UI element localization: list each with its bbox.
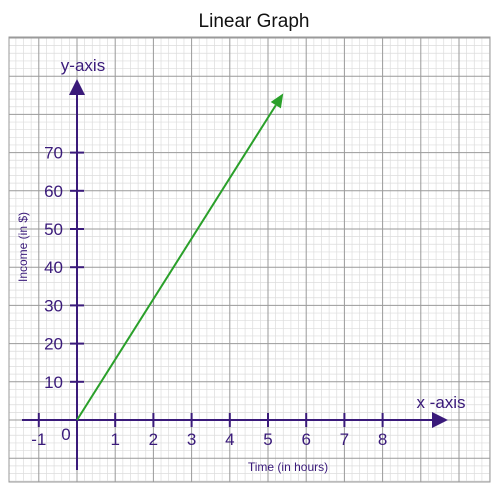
x-tick-label: 8 <box>378 430 387 449</box>
x-axis-title: Time (in hours) <box>248 460 328 474</box>
y-tick-label: 50 <box>44 220 63 239</box>
x-ticks: -1 1 2 3 4 5 6 7 8 <box>31 413 387 449</box>
x-tick-label: 4 <box>225 430 234 449</box>
x-tick-label: 6 <box>301 430 310 449</box>
y-tick-label: 40 <box>44 258 63 277</box>
minor-grid <box>9 37 490 482</box>
x-tick-label: 7 <box>340 430 349 449</box>
axes <box>22 79 448 470</box>
x-axis-name: x -axis <box>416 393 465 412</box>
grid-border <box>8 36 491 483</box>
major-grid <box>8 36 491 483</box>
x-tick-label: 5 <box>263 430 272 449</box>
x-tick-label: 2 <box>149 430 158 449</box>
origin-label: 0 <box>61 425 70 444</box>
x-tick-label: -1 <box>31 430 46 449</box>
y-tick-label: 70 <box>44 144 63 163</box>
y-tick-label: 10 <box>44 373 63 392</box>
series-arrowhead <box>270 93 284 109</box>
series-line <box>76 104 277 421</box>
y-axis-arrowhead <box>69 79 85 95</box>
x-axis-arrowhead <box>432 412 448 428</box>
y-tick-label: 60 <box>44 182 63 201</box>
y-tick-label: 20 <box>44 335 63 354</box>
x-tick-label: 1 <box>110 430 119 449</box>
x-tick-label: 3 <box>187 430 196 449</box>
y-ticks: 10 20 30 40 50 60 70 <box>44 144 84 392</box>
y-axis-name: y-axis <box>61 56 105 75</box>
series-layer <box>76 93 284 421</box>
y-tick-label: 30 <box>44 296 63 315</box>
chart-title: Linear Graph <box>199 11 310 32</box>
y-axis-title: Income (in $) <box>16 212 30 282</box>
